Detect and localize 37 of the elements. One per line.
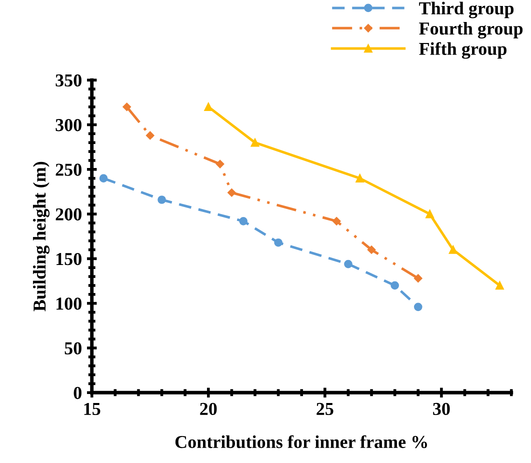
point	[414, 274, 422, 282]
y-tick-label: 250	[56, 164, 82, 176]
point	[216, 160, 224, 168]
point	[274, 238, 282, 247]
point	[228, 188, 236, 197]
point	[414, 302, 422, 312]
y-tick-label: 300	[56, 119, 82, 132]
y-tick-label: 50	[64, 342, 82, 354]
y-axis-title: Building height (m)	[32, 162, 50, 312]
point	[99, 174, 108, 182]
point	[250, 138, 260, 147]
point	[122, 102, 131, 112]
y-tick-label: 100	[56, 298, 82, 310]
point	[367, 246, 376, 254]
point	[239, 217, 248, 226]
point	[204, 102, 213, 112]
legend-label: Third group	[419, 2, 514, 18]
x-tick-label: 25	[316, 402, 334, 416]
point	[332, 217, 341, 226]
x-tick-label: 15	[84, 402, 100, 416]
legend-label: Fifth group	[419, 42, 507, 59]
point	[356, 174, 364, 182]
x-axis-title: Contributions for inner frame %	[175, 435, 427, 448]
x-tick-label: 20	[200, 402, 217, 416]
x-tick-label: 30	[433, 402, 450, 416]
y-tick-label: 150	[56, 252, 82, 266]
point	[448, 246, 458, 254]
point	[390, 281, 399, 290]
point	[426, 210, 434, 218]
point	[496, 281, 504, 290]
y-tick-label: 0	[74, 386, 82, 400]
point	[158, 196, 166, 204]
point	[344, 260, 352, 268]
legend-label: Fourth group	[419, 22, 523, 38]
y-tick-label: 350	[56, 74, 82, 87]
point	[146, 131, 154, 140]
y-tick-label: 200	[56, 208, 82, 220]
